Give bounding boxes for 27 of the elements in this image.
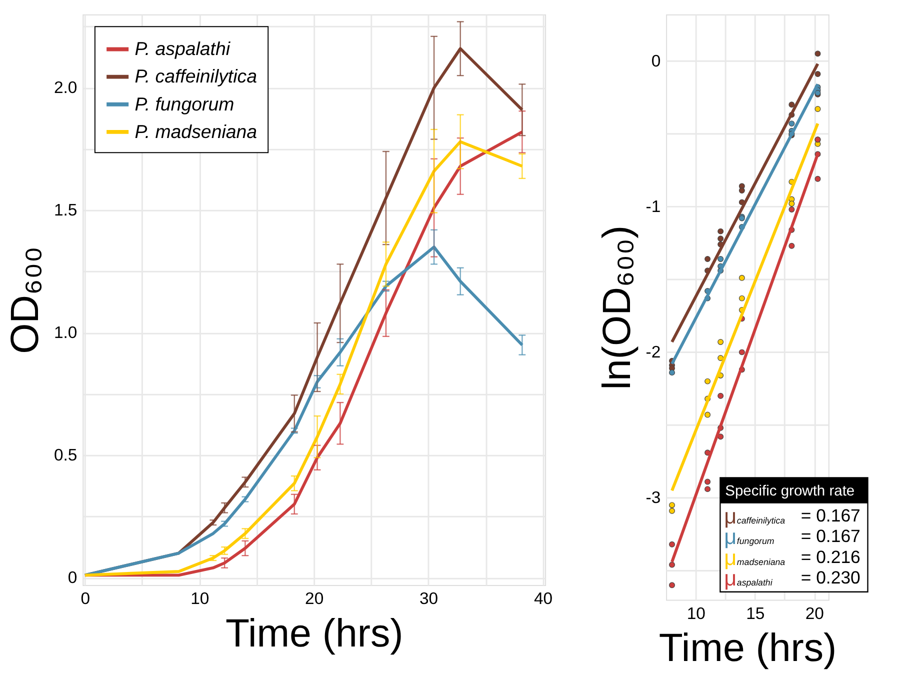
x-tick-label: 40 <box>534 589 553 608</box>
x-axis-title: Time (hrs) <box>658 626 837 670</box>
y-tick-label: 1.5 <box>54 200 78 220</box>
x-axis-title: Time (hrs) <box>225 611 404 656</box>
y-tick-label: -2 <box>646 342 661 362</box>
y-tick-label: 2.0 <box>54 78 78 98</box>
x-tick-label: 15 <box>746 604 765 623</box>
y-axis-title: OD₆₀₀ <box>3 246 48 354</box>
x-tick-label: 20 <box>805 604 824 623</box>
x-tick-label: 20 <box>305 589 324 608</box>
y-tick-label: -3 <box>646 488 661 508</box>
x-tick-label: 0 <box>80 589 90 608</box>
y-tick-label: 0 <box>651 51 661 70</box>
x-tick-label: 10 <box>190 589 210 608</box>
x-tick-label: 10 <box>686 604 706 623</box>
y-tick-label: 0.5 <box>54 446 78 465</box>
x-tick-label: 30 <box>419 589 438 608</box>
text: μcaffeinilytica = 0.167 <box>724 503 860 528</box>
legend-label: P. aspalathi <box>134 38 231 60</box>
y-tick-label: -1 <box>646 196 661 216</box>
legend-label: P. fungorum <box>134 93 234 114</box>
legend-title: Specific growth rate <box>725 483 855 500</box>
y-axis-title: ln(OD₆₀₀) <box>595 225 640 390</box>
y-tick-label: 0 <box>68 568 78 588</box>
legend-label: P. caffeinilytica <box>134 66 258 87</box>
y-tick-label: 1.0 <box>54 323 78 342</box>
legend-label: P. madseniana <box>134 120 258 142</box>
